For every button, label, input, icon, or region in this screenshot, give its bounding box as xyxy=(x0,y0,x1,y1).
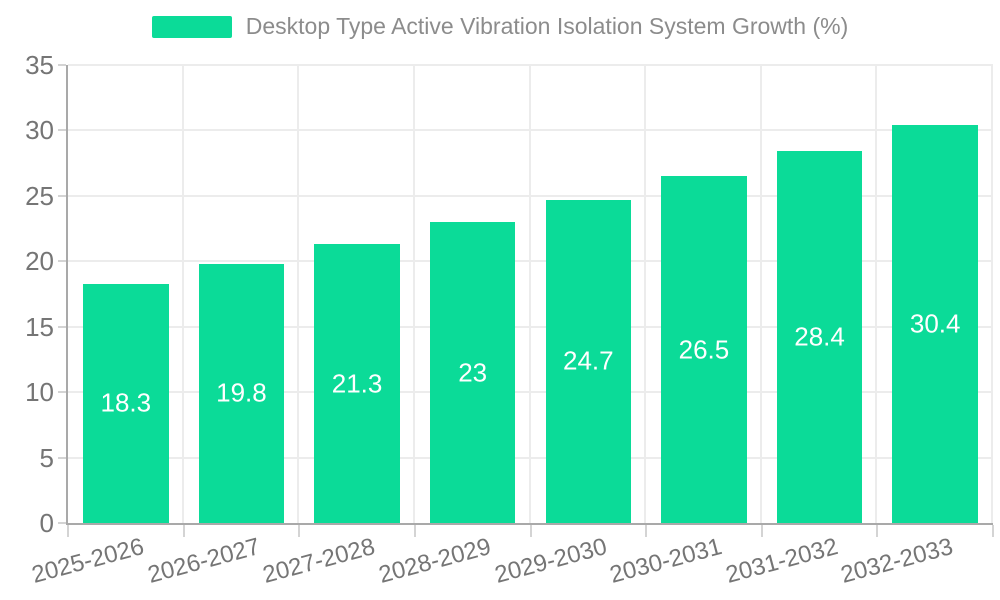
bar[interactable] xyxy=(661,176,747,523)
legend-swatch-icon xyxy=(151,15,232,38)
bar-value-label: 21.3 xyxy=(331,368,383,399)
bar[interactable] xyxy=(776,151,863,523)
y-gridline xyxy=(68,64,993,66)
x-gridline xyxy=(181,65,184,523)
y-axis-label: 35 xyxy=(25,50,54,80)
y-gridline xyxy=(68,129,993,132)
x-gridline xyxy=(297,65,300,523)
y-axis-label: 20 xyxy=(25,246,54,277)
y-axis-label: 10 xyxy=(25,377,54,408)
x-gridline xyxy=(412,65,415,523)
x-axis-tick xyxy=(760,525,763,537)
y-gridline xyxy=(68,391,993,394)
bar[interactable] xyxy=(429,222,516,523)
x-axis-tick xyxy=(876,525,879,537)
y-axis-label: 15 xyxy=(25,311,54,342)
y-axis-label: 0 xyxy=(39,508,54,538)
y-axis-tick xyxy=(58,64,66,66)
x-axis-tick xyxy=(413,525,416,537)
legend-label: Desktop Type Active Vibration Isolation … xyxy=(245,13,849,39)
y-axis-line xyxy=(66,65,68,525)
y-gridline xyxy=(68,325,993,328)
x-gridline xyxy=(644,65,647,523)
y-axis-tick xyxy=(58,260,66,263)
y-axis-tick xyxy=(58,129,66,132)
x-axis-tick xyxy=(298,525,301,537)
x-axis-label: 2030-2031 xyxy=(607,533,725,589)
x-axis-tick xyxy=(67,525,69,537)
y-axis-label: 5 xyxy=(39,442,54,473)
x-axis-tick xyxy=(182,525,185,537)
x-axis-line xyxy=(66,523,993,525)
x-axis-label: 2031-2032 xyxy=(722,533,841,589)
bar-value-label: 23 xyxy=(458,357,488,388)
bar-value-label: 18.3 xyxy=(100,387,152,418)
bar-value-label: 26.5 xyxy=(678,334,730,365)
x-axis-label: 2028-2029 xyxy=(375,533,494,589)
y-axis-tick xyxy=(58,391,66,394)
x-axis-tick xyxy=(529,525,532,537)
x-axis-label: 2032-2033 xyxy=(838,533,957,589)
y-gridline xyxy=(68,260,993,263)
bar-value-label: 24.7 xyxy=(563,345,614,376)
x-gridline xyxy=(875,65,878,523)
bar[interactable] xyxy=(314,244,400,523)
x-axis-tick xyxy=(992,525,994,537)
legend[interactable]: Desktop Type Active Vibration Isolation … xyxy=(0,13,1000,40)
bar[interactable] xyxy=(892,125,978,523)
x-axis-label: 2026-2027 xyxy=(144,533,263,589)
x-axis-label: 2029-2030 xyxy=(491,533,610,589)
x-axis-tick xyxy=(645,525,648,537)
bar[interactable] xyxy=(545,199,632,523)
bar[interactable] xyxy=(198,263,285,523)
y-axis-tick xyxy=(58,194,66,197)
x-axis-label: 2025-2026 xyxy=(28,533,147,589)
bar[interactable] xyxy=(83,283,169,523)
bar-value-label: 19.8 xyxy=(216,377,267,408)
x-gridline xyxy=(991,65,993,523)
y-gridline xyxy=(68,456,993,459)
y-axis-tick xyxy=(58,522,66,524)
y-axis-tick xyxy=(58,325,66,328)
y-axis-tick xyxy=(58,456,66,459)
y-axis-label: 30 xyxy=(25,115,54,146)
x-axis-label: 2027-2028 xyxy=(260,533,379,589)
y-gridline xyxy=(68,194,993,197)
bar-value-label: 28.4 xyxy=(794,321,845,352)
x-gridline xyxy=(528,65,531,523)
plot-area: 18.3 19.8 21.3 23 24.7 26.5 28.4 30.4 xyxy=(58,64,994,537)
bar-value-label: 30.4 xyxy=(909,308,961,339)
y-axis-label: 25 xyxy=(25,180,54,211)
x-gridline xyxy=(759,65,762,523)
